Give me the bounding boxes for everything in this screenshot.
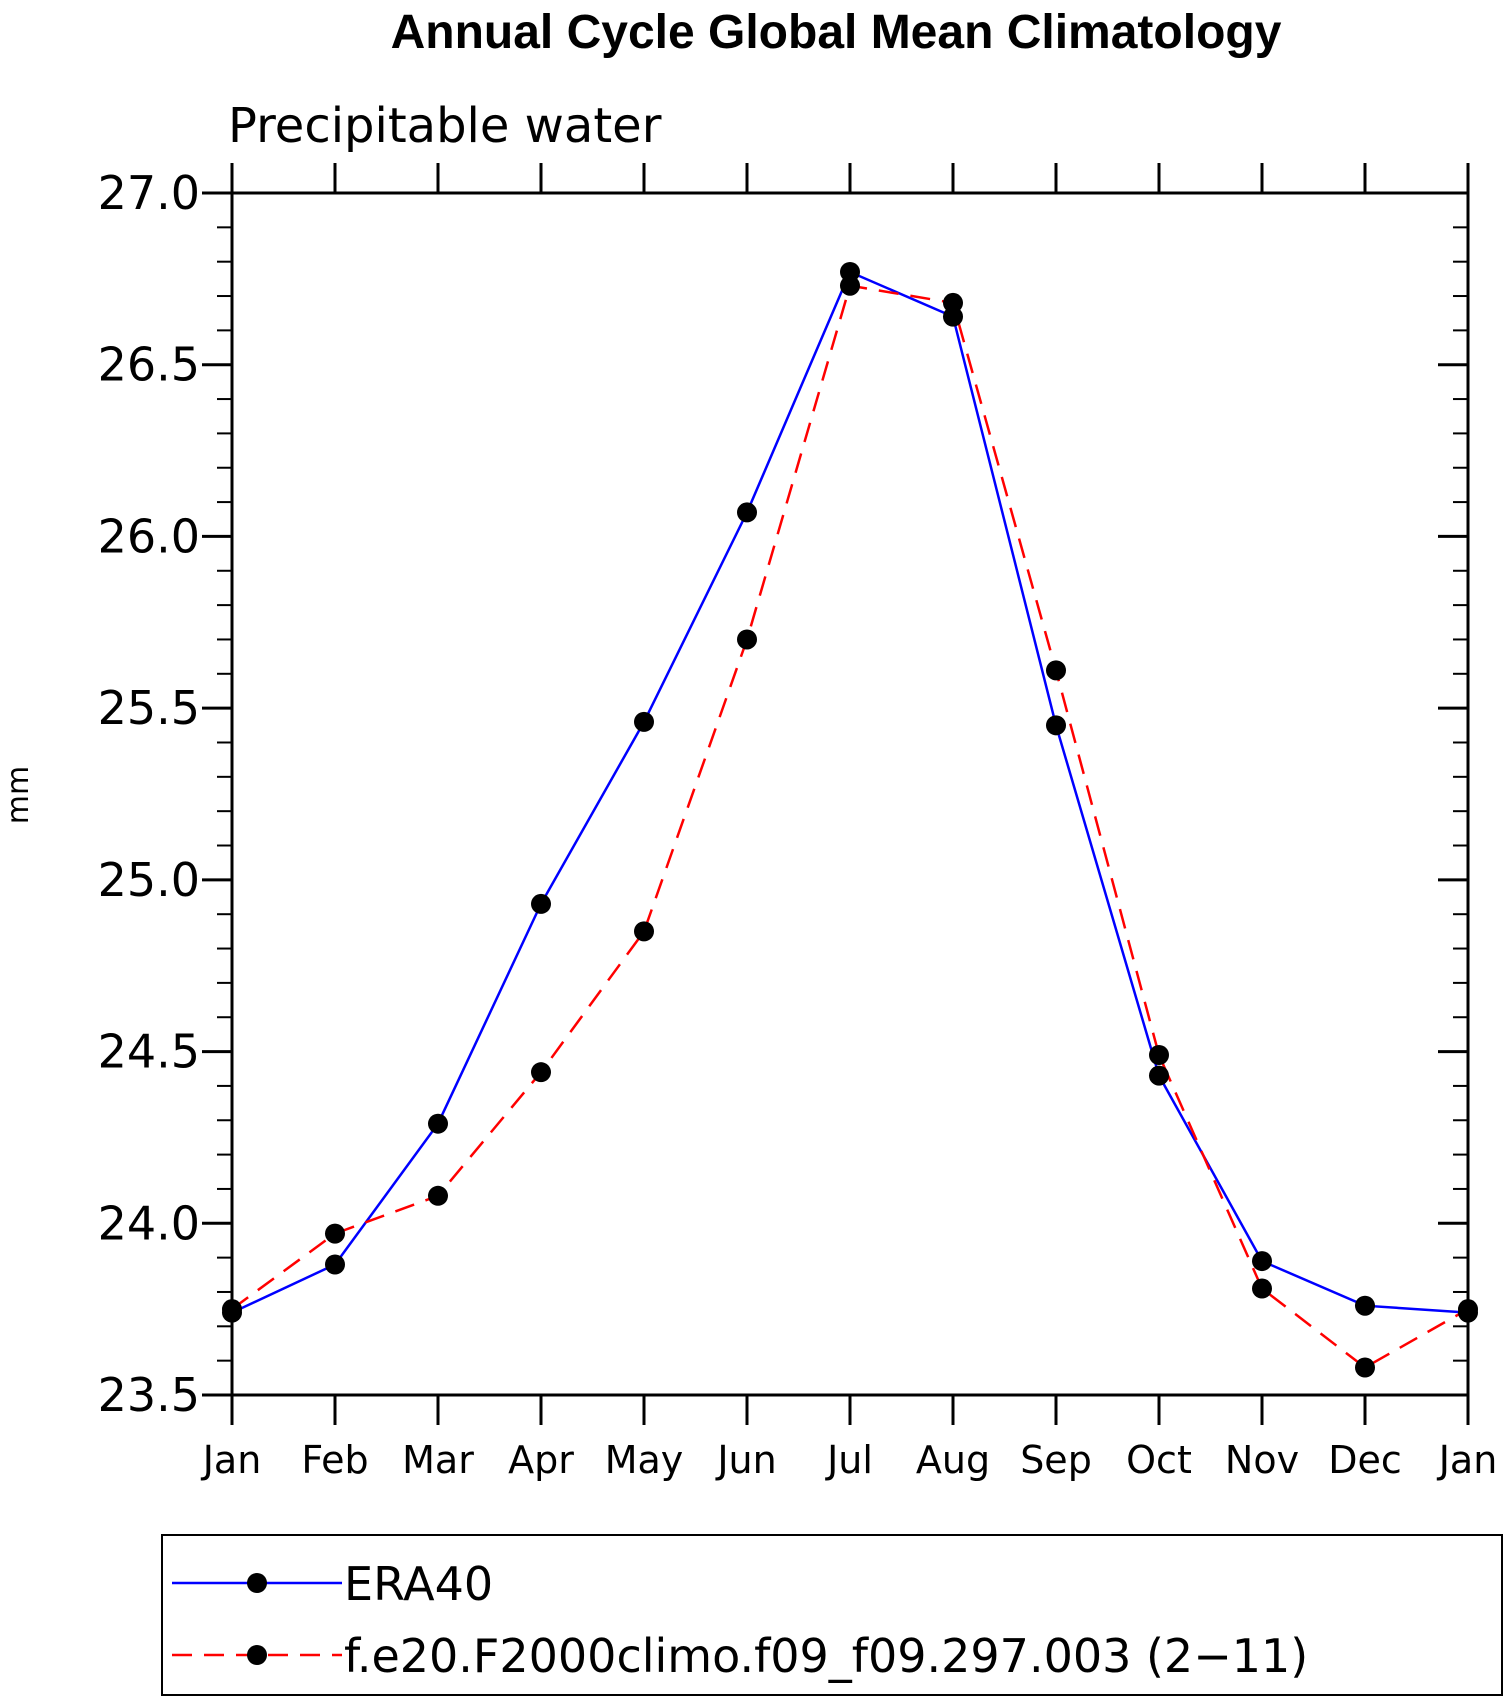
x-tick-label: Jul bbox=[825, 1438, 873, 1482]
y-tick-label: 26.0 bbox=[98, 509, 200, 563]
data-point bbox=[531, 893, 551, 914]
series-markers bbox=[222, 261, 1478, 1378]
legend-marker-era40 bbox=[247, 1573, 267, 1593]
data-point bbox=[1046, 715, 1066, 736]
x-tick-label: Mar bbox=[402, 1438, 474, 1482]
x-tick-label: Oct bbox=[1126, 1438, 1192, 1482]
data-point bbox=[428, 1113, 448, 1134]
y-tick-label: 24.5 bbox=[98, 1025, 200, 1079]
data-point bbox=[325, 1254, 345, 1275]
chart-title: Annual Cycle Global Mean Climatology bbox=[391, 6, 1282, 59]
y-tick-label: 25.5 bbox=[98, 681, 200, 735]
legend-label-era40: ERA40 bbox=[344, 1557, 493, 1611]
data-point bbox=[1046, 660, 1066, 681]
y-tick-label: 24.0 bbox=[98, 1196, 200, 1250]
data-point bbox=[840, 275, 860, 296]
y-tick-label: 27.0 bbox=[98, 166, 200, 220]
data-point bbox=[737, 502, 757, 523]
data-point bbox=[1149, 1065, 1169, 1086]
data-point bbox=[531, 1062, 551, 1083]
data-point bbox=[1355, 1357, 1375, 1378]
data-point bbox=[1252, 1278, 1272, 1299]
data-point bbox=[737, 629, 757, 650]
data-point bbox=[325, 1223, 345, 1244]
data-point bbox=[634, 921, 654, 942]
x-tick-label: Dec bbox=[1328, 1438, 1402, 1482]
axis-tick-labels: Jan Feb Mar Apr May Jun Jul Aug Sep Oct Nov Dec Jan2… bbox=[98, 166, 1498, 1482]
data-point bbox=[943, 292, 963, 313]
y-tick-label: 25.0 bbox=[98, 853, 200, 907]
series-lines bbox=[231, 270, 1469, 1369]
x-tick-label: Sep bbox=[1020, 1438, 1092, 1482]
data-point bbox=[840, 261, 860, 282]
data-point bbox=[1149, 1045, 1169, 1066]
series-line-1 bbox=[231, 284, 1469, 1369]
legend: ERA40 f.e20.F2000climo.f09_f09.297.003 (… bbox=[161, 1534, 1503, 1696]
y-axis-label: mm bbox=[1, 766, 36, 824]
x-tick-label: Aug bbox=[916, 1438, 990, 1482]
x-tick-label: Jun bbox=[715, 1438, 776, 1482]
y-tick-label: 26.5 bbox=[98, 338, 200, 392]
data-point bbox=[634, 711, 654, 732]
legend-label-model: f.e20.F2000climo.f09_f09.297.003 (2−11) bbox=[344, 1629, 1308, 1683]
data-point bbox=[1355, 1295, 1375, 1316]
axis-ticks bbox=[202, 163, 1470, 1425]
chart-subtitle: Precipitable water bbox=[228, 98, 662, 154]
legend-box bbox=[161, 1534, 1503, 1696]
x-tick-label: May bbox=[605, 1438, 684, 1482]
series-line-0 bbox=[231, 270, 1469, 1314]
x-tick-label: Feb bbox=[301, 1438, 368, 1482]
data-point bbox=[943, 306, 963, 327]
y-tick-label: 23.5 bbox=[98, 1368, 200, 1422]
x-tick-label: Jan bbox=[201, 1438, 262, 1482]
plot-frame bbox=[230, 191, 1470, 1397]
x-tick-label: Apr bbox=[508, 1438, 574, 1482]
legend-marker-model bbox=[247, 1645, 267, 1665]
x-tick-label: Nov bbox=[1225, 1438, 1299, 1482]
data-point bbox=[1252, 1251, 1272, 1272]
data-point bbox=[428, 1185, 448, 1206]
x-tick-label: Jan bbox=[1437, 1438, 1498, 1482]
